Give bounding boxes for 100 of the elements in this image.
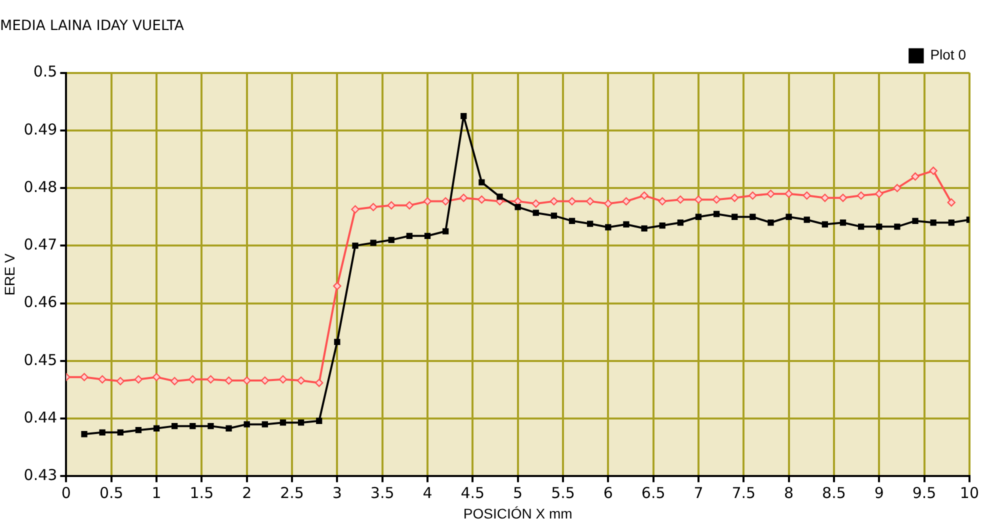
point bbox=[280, 420, 286, 426]
point bbox=[441, 197, 450, 206]
point bbox=[406, 232, 413, 239]
point bbox=[460, 194, 468, 202]
y-tick-label: 0.44 bbox=[24, 408, 58, 426]
point bbox=[315, 378, 324, 387]
point bbox=[208, 422, 214, 430]
legend-label: Plot 0 bbox=[930, 46, 966, 63]
point bbox=[784, 190, 793, 198]
point bbox=[820, 194, 830, 202]
point bbox=[81, 431, 88, 438]
x-tick-label: 10 bbox=[960, 484, 980, 502]
x-tick-label: 9.5 bbox=[912, 484, 936, 502]
point bbox=[442, 228, 449, 234]
y-axis-title: ERE V bbox=[1, 252, 18, 296]
point bbox=[550, 212, 558, 219]
x-tick-label: 4.5 bbox=[460, 484, 485, 502]
point bbox=[99, 429, 106, 436]
point bbox=[298, 420, 304, 426]
point bbox=[838, 194, 848, 202]
point bbox=[532, 210, 539, 216]
point bbox=[748, 191, 757, 200]
point bbox=[172, 422, 178, 430]
point bbox=[840, 220, 846, 226]
x-tick-label: 3.5 bbox=[370, 484, 394, 502]
y-tick-label: 0.46 bbox=[24, 293, 58, 312]
point bbox=[640, 191, 648, 200]
point bbox=[623, 221, 630, 228]
x-tick-label: 6.5 bbox=[641, 484, 666, 502]
y-tick-label: 0.45 bbox=[24, 350, 58, 369]
point bbox=[604, 200, 612, 208]
point bbox=[568, 218, 576, 224]
x-tick-label: 0 bbox=[61, 484, 71, 502]
point bbox=[659, 222, 666, 229]
x-tick-label: 2 bbox=[242, 484, 252, 502]
x-tick-label: 7.5 bbox=[732, 484, 756, 502]
point bbox=[423, 197, 432, 206]
point bbox=[622, 197, 630, 206]
point bbox=[262, 421, 268, 428]
x-tick-label: 4 bbox=[422, 484, 432, 502]
point bbox=[333, 282, 342, 290]
x-tick-label: 3 bbox=[332, 484, 342, 502]
point bbox=[135, 427, 142, 434]
point bbox=[875, 190, 884, 198]
point bbox=[804, 216, 810, 223]
point bbox=[587, 220, 594, 227]
point bbox=[586, 197, 594, 206]
point bbox=[244, 421, 250, 428]
point bbox=[732, 214, 738, 220]
point bbox=[605, 224, 612, 230]
point bbox=[188, 375, 197, 384]
x-tick-label: 1.5 bbox=[190, 484, 214, 502]
point bbox=[226, 425, 232, 432]
point bbox=[424, 232, 431, 239]
x-tick-label: 8.5 bbox=[822, 484, 846, 502]
y-tick-label: 0.48 bbox=[24, 178, 58, 196]
point bbox=[387, 201, 396, 210]
point bbox=[190, 422, 196, 430]
point bbox=[296, 376, 306, 385]
point bbox=[658, 197, 666, 206]
x-tick-label: 0.5 bbox=[99, 484, 124, 502]
point bbox=[260, 376, 270, 385]
point bbox=[316, 418, 322, 424]
point bbox=[677, 220, 684, 226]
point bbox=[786, 214, 792, 220]
point bbox=[334, 338, 340, 345]
point bbox=[532, 200, 540, 208]
point bbox=[948, 220, 954, 226]
point bbox=[694, 195, 703, 204]
point bbox=[876, 224, 882, 230]
point bbox=[80, 372, 88, 382]
point bbox=[802, 191, 811, 200]
y-tick-label: 0.49 bbox=[24, 120, 58, 138]
point bbox=[134, 375, 143, 384]
point bbox=[695, 214, 702, 220]
y-tick-label: 0.43 bbox=[24, 466, 58, 484]
point bbox=[929, 166, 938, 175]
x-tick-label: 6 bbox=[603, 484, 613, 502]
x-tick-label: 9 bbox=[874, 484, 884, 502]
point bbox=[478, 195, 486, 204]
point bbox=[930, 220, 936, 226]
point bbox=[947, 198, 956, 207]
y-tick-label: 0.47 bbox=[24, 236, 58, 254]
point bbox=[224, 376, 233, 385]
point bbox=[351, 205, 360, 214]
point bbox=[912, 218, 918, 224]
point bbox=[369, 202, 378, 212]
point bbox=[550, 197, 558, 206]
point bbox=[893, 184, 902, 192]
point bbox=[750, 214, 756, 220]
point bbox=[856, 191, 866, 200]
point bbox=[496, 194, 503, 200]
x-tick-label: 2.5 bbox=[280, 484, 304, 502]
point bbox=[514, 204, 521, 210]
point bbox=[206, 375, 215, 384]
point bbox=[460, 112, 467, 120]
point bbox=[152, 372, 161, 382]
x-tick-label: 7 bbox=[694, 484, 704, 502]
point bbox=[170, 377, 179, 386]
x-tick-label: 5 bbox=[513, 484, 523, 502]
